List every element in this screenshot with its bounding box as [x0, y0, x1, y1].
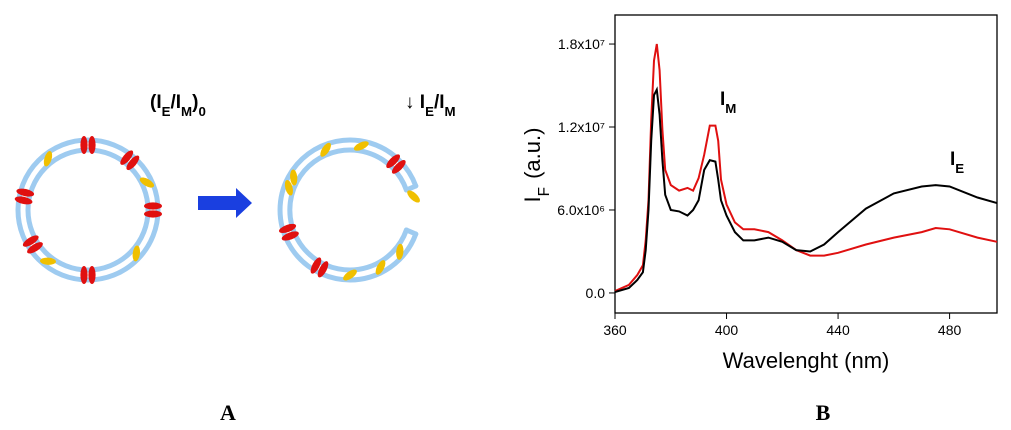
probe	[391, 160, 406, 174]
text-part: /I	[434, 92, 445, 113]
after-label: ↓ IE/IM	[405, 92, 456, 119]
text-part: I	[720, 89, 725, 110]
probe	[279, 223, 297, 234]
x-axis-title: Wavelenght (nm)	[723, 348, 890, 373]
text-part: (I	[150, 92, 162, 113]
excimer-probe	[310, 257, 329, 278]
monomer-probe	[320, 142, 331, 157]
annotation: IM	[720, 89, 736, 116]
probe	[80, 266, 88, 284]
monomer-probe	[43, 151, 53, 167]
excimer-probe	[80, 266, 96, 284]
text-part: I	[520, 196, 545, 202]
excimer-probe	[22, 235, 43, 254]
probe	[80, 136, 88, 154]
subscript: E	[955, 161, 964, 176]
subscript: M	[445, 104, 456, 119]
intact-vesicle	[14, 136, 162, 284]
subscript: E	[162, 104, 171, 119]
text-part: )	[192, 92, 198, 113]
monomer-probe	[375, 260, 386, 275]
monomer-probe	[407, 190, 420, 203]
probe	[27, 242, 43, 254]
excimer-probe	[14, 188, 35, 205]
probe	[386, 154, 400, 169]
y-axis-title: IF (a.u.)	[520, 128, 553, 203]
monomer-probe	[284, 179, 293, 196]
subscript: F	[536, 187, 553, 196]
monomer-probe	[39, 257, 56, 265]
subscript: 0	[198, 104, 205, 119]
monomer-probe	[132, 245, 141, 262]
excimer-probe	[386, 154, 406, 174]
x-tick-label: 440	[826, 322, 850, 338]
monomer-probe	[343, 269, 357, 281]
probe	[16, 188, 35, 197]
excimer-probe	[120, 150, 140, 171]
text-part: (a.u.)	[520, 128, 545, 179]
subscript: E	[425, 104, 434, 119]
x-tick-label: 360	[603, 322, 627, 338]
subscript: M	[725, 101, 736, 116]
probe	[14, 196, 33, 205]
probe	[22, 235, 39, 247]
text-part: /I	[170, 92, 181, 113]
x-tick-label: 400	[715, 322, 739, 338]
series-line	[614, 86, 998, 293]
series-line	[614, 43, 998, 292]
excimer-probe	[279, 223, 299, 241]
subscript: M	[181, 104, 192, 119]
y-tick-label: 1.8x10⁷	[558, 36, 605, 52]
y-tick-label: 0.0	[586, 285, 606, 301]
y-tick-label: 1.2x10⁷	[558, 119, 605, 135]
panel-label: A	[220, 400, 236, 425]
probe	[88, 266, 96, 284]
y-tick-label: 6.0x10⁶	[557, 202, 605, 218]
excimer-probe	[80, 136, 96, 154]
probe	[88, 136, 96, 154]
annotation: IE	[950, 149, 964, 176]
panel-label: B	[816, 400, 831, 425]
before-label: (IE/IM)0	[150, 92, 206, 119]
monomer-probe	[290, 169, 298, 186]
arrow	[198, 188, 252, 218]
disrupted-vesicle	[277, 137, 420, 283]
monomer-probe	[396, 243, 404, 260]
text-part: I	[950, 149, 955, 170]
monomer-probe	[353, 141, 369, 151]
probe	[310, 257, 322, 274]
probe	[120, 150, 134, 165]
excimer-probe	[144, 202, 162, 218]
probe	[317, 261, 329, 278]
monomer-probe	[139, 177, 155, 188]
probe	[126, 155, 140, 171]
x-tick-label: 480	[938, 322, 962, 338]
probe	[144, 202, 162, 210]
text-part: ↓ I	[405, 92, 425, 113]
probe	[144, 210, 162, 218]
plot-frame	[614, 14, 998, 314]
probe	[281, 231, 299, 241]
